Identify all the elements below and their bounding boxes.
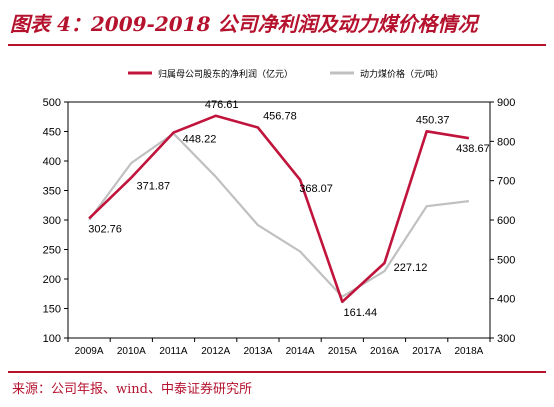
- x-tick-label: 2010A: [117, 346, 146, 357]
- x-tick-label: 2009A: [75, 346, 104, 357]
- y-left-tick-label: 350: [43, 186, 61, 198]
- y-left-tick-label: 250: [43, 245, 61, 257]
- series-line: [88, 114, 470, 304]
- title-divider: [8, 44, 546, 46]
- data-label: 438.67: [456, 143, 490, 155]
- x-tick-label: 2012A: [201, 346, 230, 357]
- x-tick-label: 2016A: [370, 346, 399, 357]
- chart-legend: 归属母公司股东的净利润（亿元） 动力煤价格（元/吨）: [128, 68, 444, 79]
- footer-divider: [8, 371, 546, 373]
- y-right-tick-label: 300: [497, 333, 515, 345]
- y-right-tick-label: 800: [497, 136, 515, 148]
- y-left-tick-label: 300: [43, 215, 61, 227]
- line-chart: 100 150 200 250 300 350 400 450 500 300 400 500 600 7…: [43, 68, 516, 357]
- x-tick-label: 2018A: [454, 346, 483, 357]
- figure-title: 图表 4：2009-2018 公司净利润及动力煤价格情况: [10, 12, 478, 36]
- y-left-tick-label: 400: [43, 156, 61, 168]
- data-label: 476.61: [205, 99, 239, 111]
- x-tick-label: 2017A: [412, 346, 441, 357]
- data-label: 456.78: [263, 110, 297, 122]
- chart-axes: 100 150 200 250 300 350 400 450 500 300 400 500 600 7…: [43, 97, 516, 357]
- x-tick-label: 2015A: [328, 346, 357, 357]
- data-label: 450.37: [416, 114, 450, 126]
- data-label: 227.12: [394, 262, 428, 274]
- y-right-tick-label: 400: [497, 294, 515, 306]
- data-label: 448.22: [183, 134, 217, 146]
- data-label: 302.76: [88, 223, 122, 235]
- legend-label: 归属母公司股东的净利润（亿元）: [158, 68, 293, 79]
- y-left-tick-label: 100: [43, 333, 61, 345]
- plot-frame: [67, 101, 491, 339]
- y-left-tick-label: 200: [43, 274, 61, 286]
- y-right-tick-label: 700: [497, 176, 515, 188]
- chart-data-labels: 302.76 371.87 448.22 476.61 456.78 368.07 161.…: [88, 99, 489, 319]
- y-right-tick-label: 600: [497, 215, 515, 227]
- series-line: [88, 132, 470, 298]
- y-left-tick-label: 150: [43, 304, 61, 316]
- data-label: 161.44: [343, 307, 377, 319]
- x-tick-label: 2011A: [159, 346, 188, 357]
- x-tick-label: 2014A: [286, 346, 315, 357]
- legend-label: 动力煤价格（元/吨）: [360, 68, 444, 79]
- y-right-tick-label: 900: [497, 97, 515, 109]
- x-tick-label: 2013A: [243, 346, 272, 357]
- y-right-tick-label: 500: [497, 254, 515, 266]
- data-label: 368.07: [299, 183, 333, 195]
- chart-series: [88, 114, 470, 304]
- source-note: 来源：公司年报、wind、中泰证券研究所: [12, 382, 252, 397]
- y-left-tick-label: 500: [43, 97, 61, 109]
- data-label: 371.87: [136, 181, 170, 193]
- y-left-tick-label: 450: [43, 127, 61, 139]
